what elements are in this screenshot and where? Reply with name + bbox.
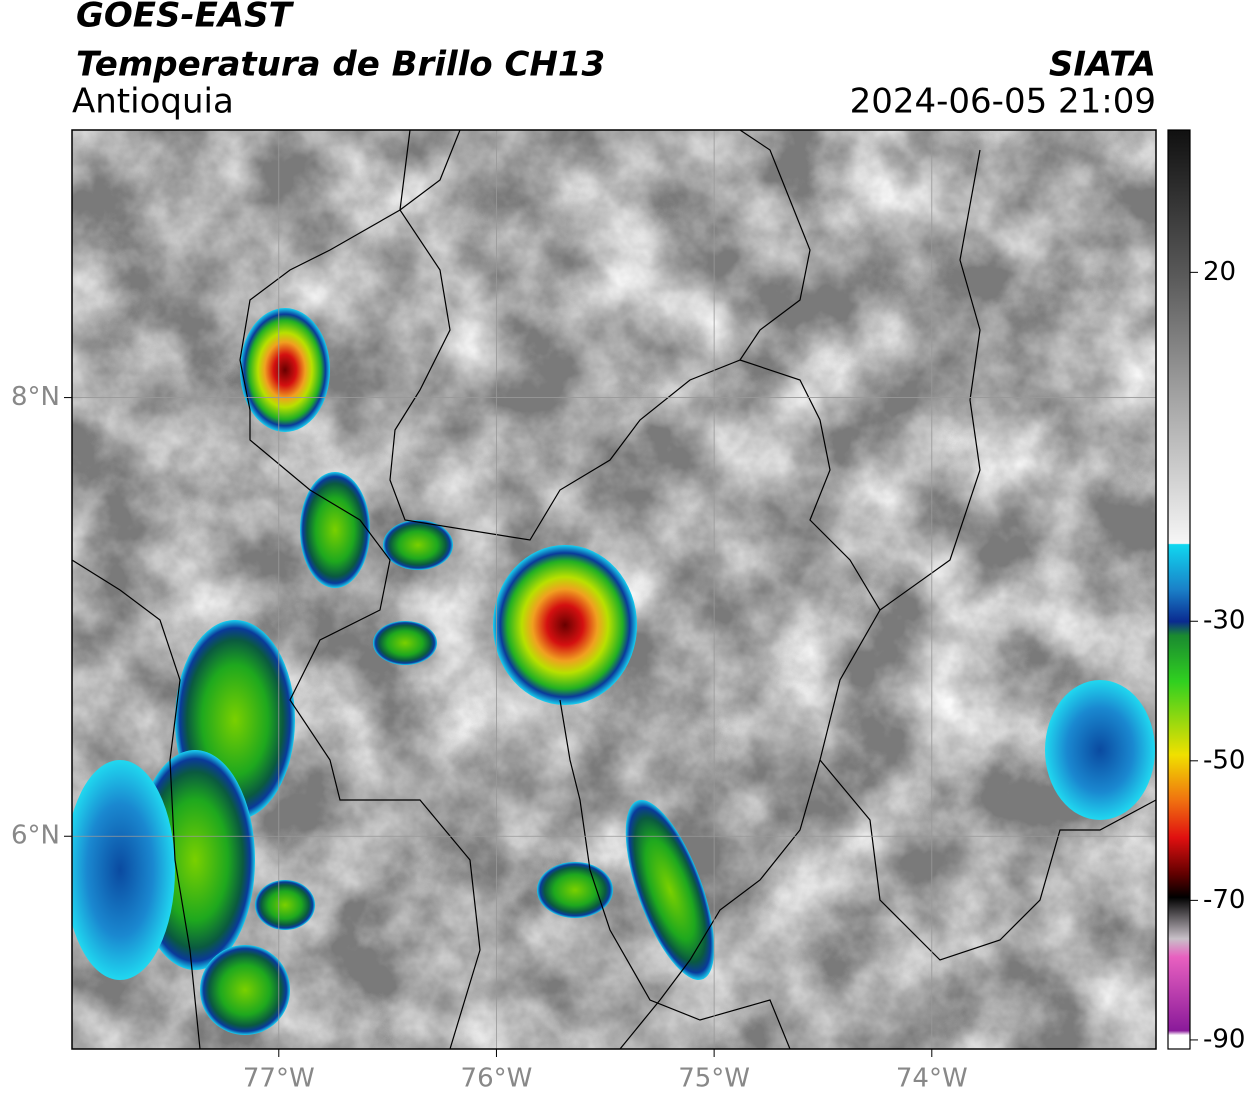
colorbar-tick-label: -70 xyxy=(1203,885,1245,915)
colorbar-tick-label: 20 xyxy=(1203,257,1236,287)
colorbar-tick-label: -50 xyxy=(1203,745,1245,775)
colorbar xyxy=(1167,129,1191,1050)
subtitle: Temperatura de Brillo CH13 xyxy=(76,45,605,85)
source: SIATA xyxy=(1049,45,1156,85)
map-image xyxy=(72,130,1156,1049)
x-tick-label: 77°W xyxy=(243,1064,315,1094)
region: Antioquia xyxy=(72,82,234,122)
graticule xyxy=(72,130,1156,1049)
y-tick-label: 6°N xyxy=(11,821,60,851)
x-tick-label: 76°W xyxy=(461,1064,533,1094)
title: GOES-EAST xyxy=(76,0,295,36)
x-tick-label: 75°W xyxy=(678,1064,750,1094)
datetime: 2024-06-05 21:09 xyxy=(850,82,1156,122)
y-tick-label: 8°N xyxy=(11,382,60,412)
map-frame xyxy=(71,129,1157,1050)
x-tick-label: 74°W xyxy=(896,1064,968,1094)
colorbar-tick-label: -90 xyxy=(1203,1024,1245,1054)
colorbar-tick-label: -30 xyxy=(1203,606,1245,636)
